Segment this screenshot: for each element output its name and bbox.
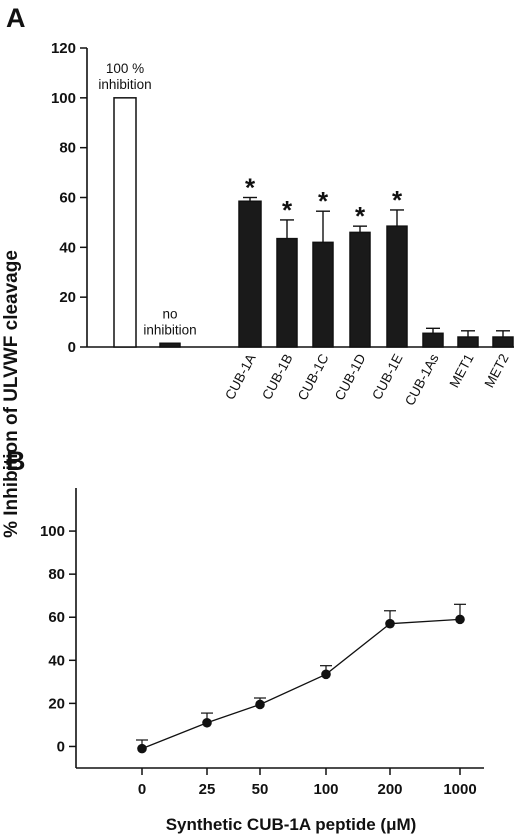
panel-a-significance-star: *: [392, 185, 403, 215]
panel-b-x-tick-label: 100: [313, 781, 338, 798]
panel-b-x-tick-label: 1000: [443, 781, 476, 798]
panel-a-letter: A: [6, 3, 26, 33]
panel-a-category-label: CUB-1C: [295, 351, 332, 403]
panel-b-data-point: [137, 743, 147, 754]
panel-b-letter: B: [6, 446, 26, 476]
panel-b-y-tick-label: 80: [48, 566, 65, 583]
panel-a-y-tick-label: 60: [59, 190, 76, 207]
panel-b-x-tick-label: 200: [377, 781, 402, 798]
panel-a-y-tick-label: 0: [68, 339, 76, 356]
panel-a-annotation: inhibition: [143, 322, 196, 337]
panel-b-y-tick-label: 20: [48, 695, 65, 712]
panel-a-significance-star: *: [355, 201, 366, 231]
panel-a-y-tick-label: 120: [51, 40, 76, 57]
panel-b-y-tick-label: 100: [40, 523, 65, 540]
panel-a-y-tick-label: 20: [59, 289, 76, 306]
panel-b-series-line: [141, 618, 461, 750]
panel-b-data-point: [455, 614, 465, 625]
panel-a-category-label: MET1: [446, 351, 476, 390]
panel-a-bar: [422, 332, 444, 348]
panel-a-bar: [349, 231, 371, 348]
panel-b-y-tick-label: 0: [57, 738, 65, 755]
panel-a-bar: [386, 225, 408, 348]
panel-b-y-tick-label: 40: [48, 652, 65, 669]
panel-b-data-point: [385, 618, 395, 629]
panel-a-category-label: CUB-1As: [402, 351, 442, 408]
panel-b-series: [136, 603, 466, 754]
panel-a-axes: 0 20 40 60 80 100 120: [51, 40, 514, 356]
y-axis-title: % Inhibition of ULVWF cleavage: [1, 250, 22, 538]
panel-b-data-point: [255, 699, 265, 710]
panel-a-significance-star: *: [318, 186, 329, 216]
panel-a-category-label: CUB-1B: [259, 351, 295, 402]
panel-a-category-label: CUB-1D: [332, 351, 369, 403]
panel-a-category-label: CUB-1A: [222, 351, 258, 402]
panel-a-significance-star: *: [245, 173, 256, 203]
panel-a-bar: [276, 237, 298, 348]
panel-a-y-tick-label: 100: [51, 90, 76, 107]
panel-b-data-point: [321, 669, 331, 680]
panel-a-bar: [238, 200, 262, 348]
panel-a-annotation: inhibition: [98, 77, 151, 92]
panel-a-bar: [113, 97, 137, 348]
panel-b-x-tick-label: 50: [252, 781, 269, 798]
panel-b-x-axis-title: Synthetic CUB-1A peptide (μM): [166, 815, 417, 834]
panel-a-annotation: no: [162, 306, 177, 321]
panel-b-x-tick-label: 25: [199, 781, 216, 798]
panel-a-category-label: MET2: [481, 351, 511, 390]
panel-a-annotation: 100 %: [106, 61, 144, 76]
panel-a-significance-star: *: [282, 195, 293, 225]
panel-a-bar: [312, 241, 334, 348]
panel-a-bar: [159, 342, 181, 348]
panel-b-y-tick-label: 60: [48, 609, 65, 626]
panel-a-y-tick-label: 40: [59, 239, 76, 256]
panel-a-bar: [457, 336, 479, 348]
panel-a-bar: [492, 336, 514, 348]
panel-a-bars: * CUB-1A * CUB-1B * CUB-1C * CUB-1D * CUB-1ECUB-1…: [98, 61, 514, 408]
panel-b-x-tick-label: 0: [138, 781, 146, 798]
panel-b-data-point: [202, 717, 212, 728]
panel-a-category-label: CUB-1E: [369, 351, 405, 402]
panel-a-y-tick-label: 80: [59, 140, 76, 157]
